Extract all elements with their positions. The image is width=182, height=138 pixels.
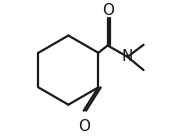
Text: O: O — [78, 119, 90, 134]
Text: O: O — [102, 3, 114, 18]
Text: N: N — [122, 49, 133, 64]
